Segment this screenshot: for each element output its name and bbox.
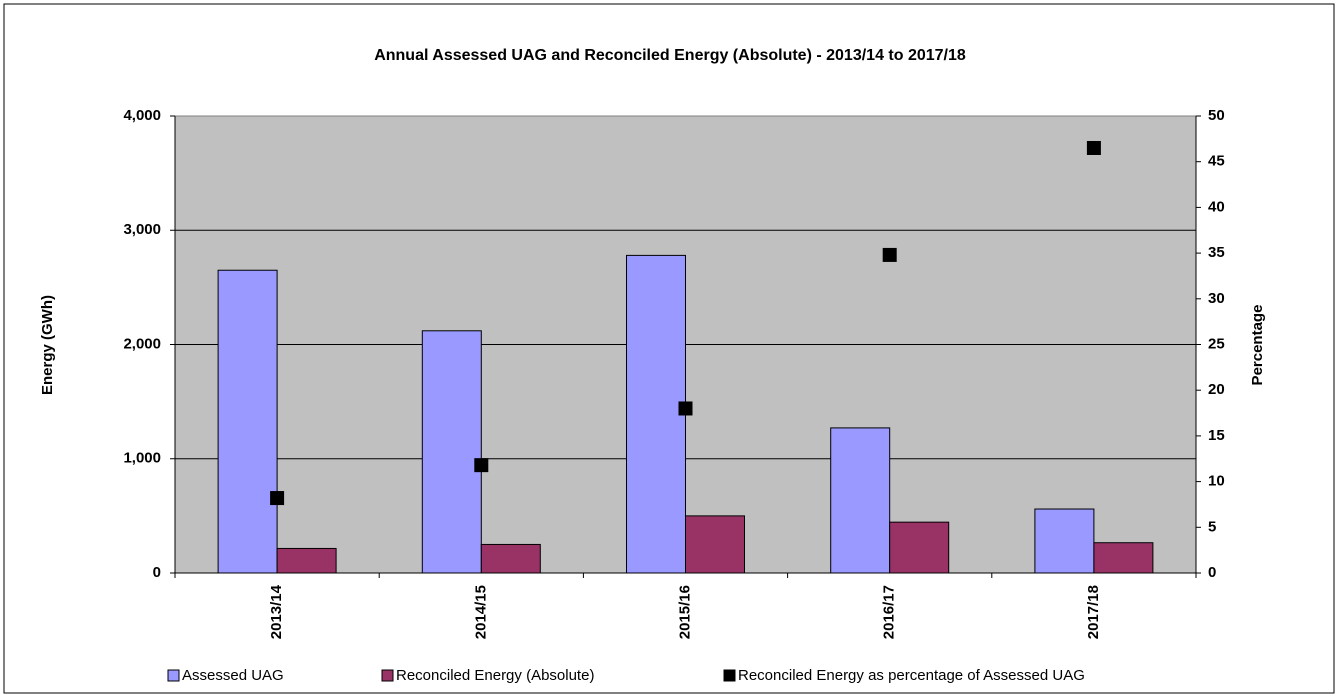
y2-tick-label: 35 bbox=[1208, 244, 1225, 261]
y2-tick-label: 15 bbox=[1208, 427, 1225, 444]
legend-swatch bbox=[723, 669, 736, 682]
x-tick-label: 2017/18 bbox=[1085, 585, 1102, 639]
y2-tick-label: 50 bbox=[1208, 107, 1225, 124]
y-tick-label: 1,000 bbox=[123, 450, 161, 467]
y-tick-label: 4,000 bbox=[123, 107, 161, 124]
legend-label: Reconciled Energy (Absolute) bbox=[396, 667, 594, 684]
legend-swatch bbox=[381, 669, 394, 682]
bar bbox=[1093, 542, 1154, 574]
y2-tick-label: 40 bbox=[1208, 198, 1225, 215]
y2-tick-label: 25 bbox=[1208, 335, 1225, 352]
bar bbox=[217, 269, 278, 574]
bar bbox=[480, 543, 541, 574]
legend-label: Assessed UAG bbox=[182, 667, 284, 684]
y2-tick-label: 5 bbox=[1208, 518, 1216, 535]
bar bbox=[1034, 508, 1095, 574]
bar bbox=[276, 547, 337, 574]
x-tick-label: 2014/15 bbox=[472, 585, 489, 639]
y-tick-label: 3,000 bbox=[123, 221, 161, 238]
y2-tick-label: 30 bbox=[1208, 290, 1225, 307]
marker bbox=[882, 247, 897, 262]
bar bbox=[685, 515, 745, 574]
marker bbox=[678, 401, 693, 416]
marker bbox=[270, 491, 285, 506]
y2-tick-label: 20 bbox=[1208, 381, 1225, 398]
bar bbox=[421, 330, 482, 574]
bar bbox=[626, 254, 686, 574]
marker bbox=[1086, 140, 1101, 155]
chart-title: Annual Assessed UAG and Reconciled Energ… bbox=[374, 47, 966, 64]
x-tick-label: 2016/17 bbox=[881, 585, 898, 639]
bar bbox=[889, 521, 950, 574]
x-tick-label: 2015/16 bbox=[676, 585, 693, 639]
y2-tick-label: 10 bbox=[1208, 473, 1225, 490]
y-tick-label: 0 bbox=[153, 564, 161, 581]
legend-label: Reconciled Energy as percentage of Asses… bbox=[738, 667, 1085, 684]
y2-tick-label: 0 bbox=[1208, 564, 1216, 581]
y-tick-label: 2,000 bbox=[123, 335, 161, 352]
y2-tick-label: 45 bbox=[1208, 153, 1225, 170]
y-axis-label: Energy (GWh) bbox=[39, 295, 56, 395]
legend-swatch bbox=[167, 669, 180, 682]
bar bbox=[830, 427, 891, 574]
y2-axis-label: Percentage bbox=[1249, 305, 1266, 386]
x-tick-label: 2013/14 bbox=[268, 584, 285, 639]
marker bbox=[474, 458, 489, 473]
